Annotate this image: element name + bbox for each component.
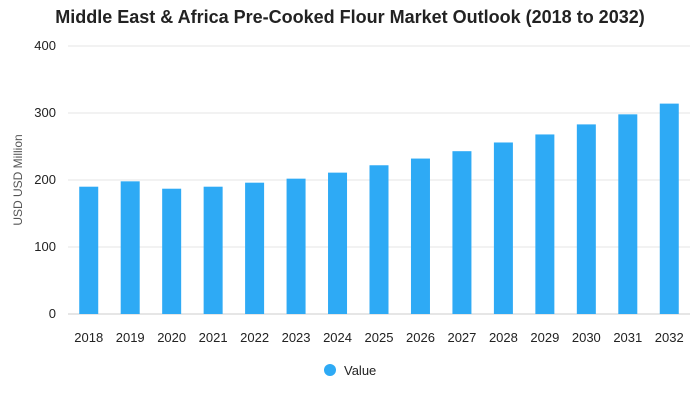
x-tick-label: 2025 — [365, 330, 394, 345]
bar — [493, 142, 513, 314]
bar — [286, 178, 306, 314]
x-tick-label: 2027 — [447, 330, 476, 345]
y-axis-title: USD USD Million — [11, 134, 25, 225]
x-tick-label: 2019 — [116, 330, 145, 345]
x-tick-label: 2022 — [240, 330, 269, 345]
y-tick-label: 0 — [49, 306, 56, 321]
x-tick-label: 2024 — [323, 330, 352, 345]
bar — [162, 188, 182, 314]
bar — [120, 181, 140, 314]
bar — [369, 165, 389, 314]
x-tick-label: 2028 — [489, 330, 518, 345]
x-tick-label: 2029 — [530, 330, 559, 345]
bar — [535, 134, 555, 314]
y-tick-label: 200 — [34, 172, 56, 187]
x-tick-label: 2026 — [406, 330, 435, 345]
x-tick-label: 2018 — [74, 330, 103, 345]
x-tick-label: 2023 — [282, 330, 311, 345]
y-tick-label: 100 — [34, 239, 56, 254]
bar — [245, 182, 265, 314]
x-tick-label: 2032 — [655, 330, 684, 345]
bar — [79, 186, 99, 314]
x-tick-label: 2031 — [613, 330, 642, 345]
y-tick-label: 300 — [34, 105, 56, 120]
chart-title: Middle East & Africa Pre-Cooked Flour Ma… — [55, 7, 645, 27]
bar — [328, 172, 348, 314]
bar — [203, 186, 223, 314]
bar — [618, 114, 638, 314]
x-tick-label: 2030 — [572, 330, 601, 345]
bar — [576, 124, 596, 314]
x-tick-label: 2020 — [157, 330, 186, 345]
bar — [659, 103, 679, 315]
y-tick-label: 400 — [34, 38, 56, 53]
legend-label: Value — [344, 363, 376, 378]
x-tick-label: 2021 — [199, 330, 228, 345]
bar — [452, 151, 472, 314]
bar — [410, 158, 430, 314]
legend-marker — [324, 364, 336, 376]
